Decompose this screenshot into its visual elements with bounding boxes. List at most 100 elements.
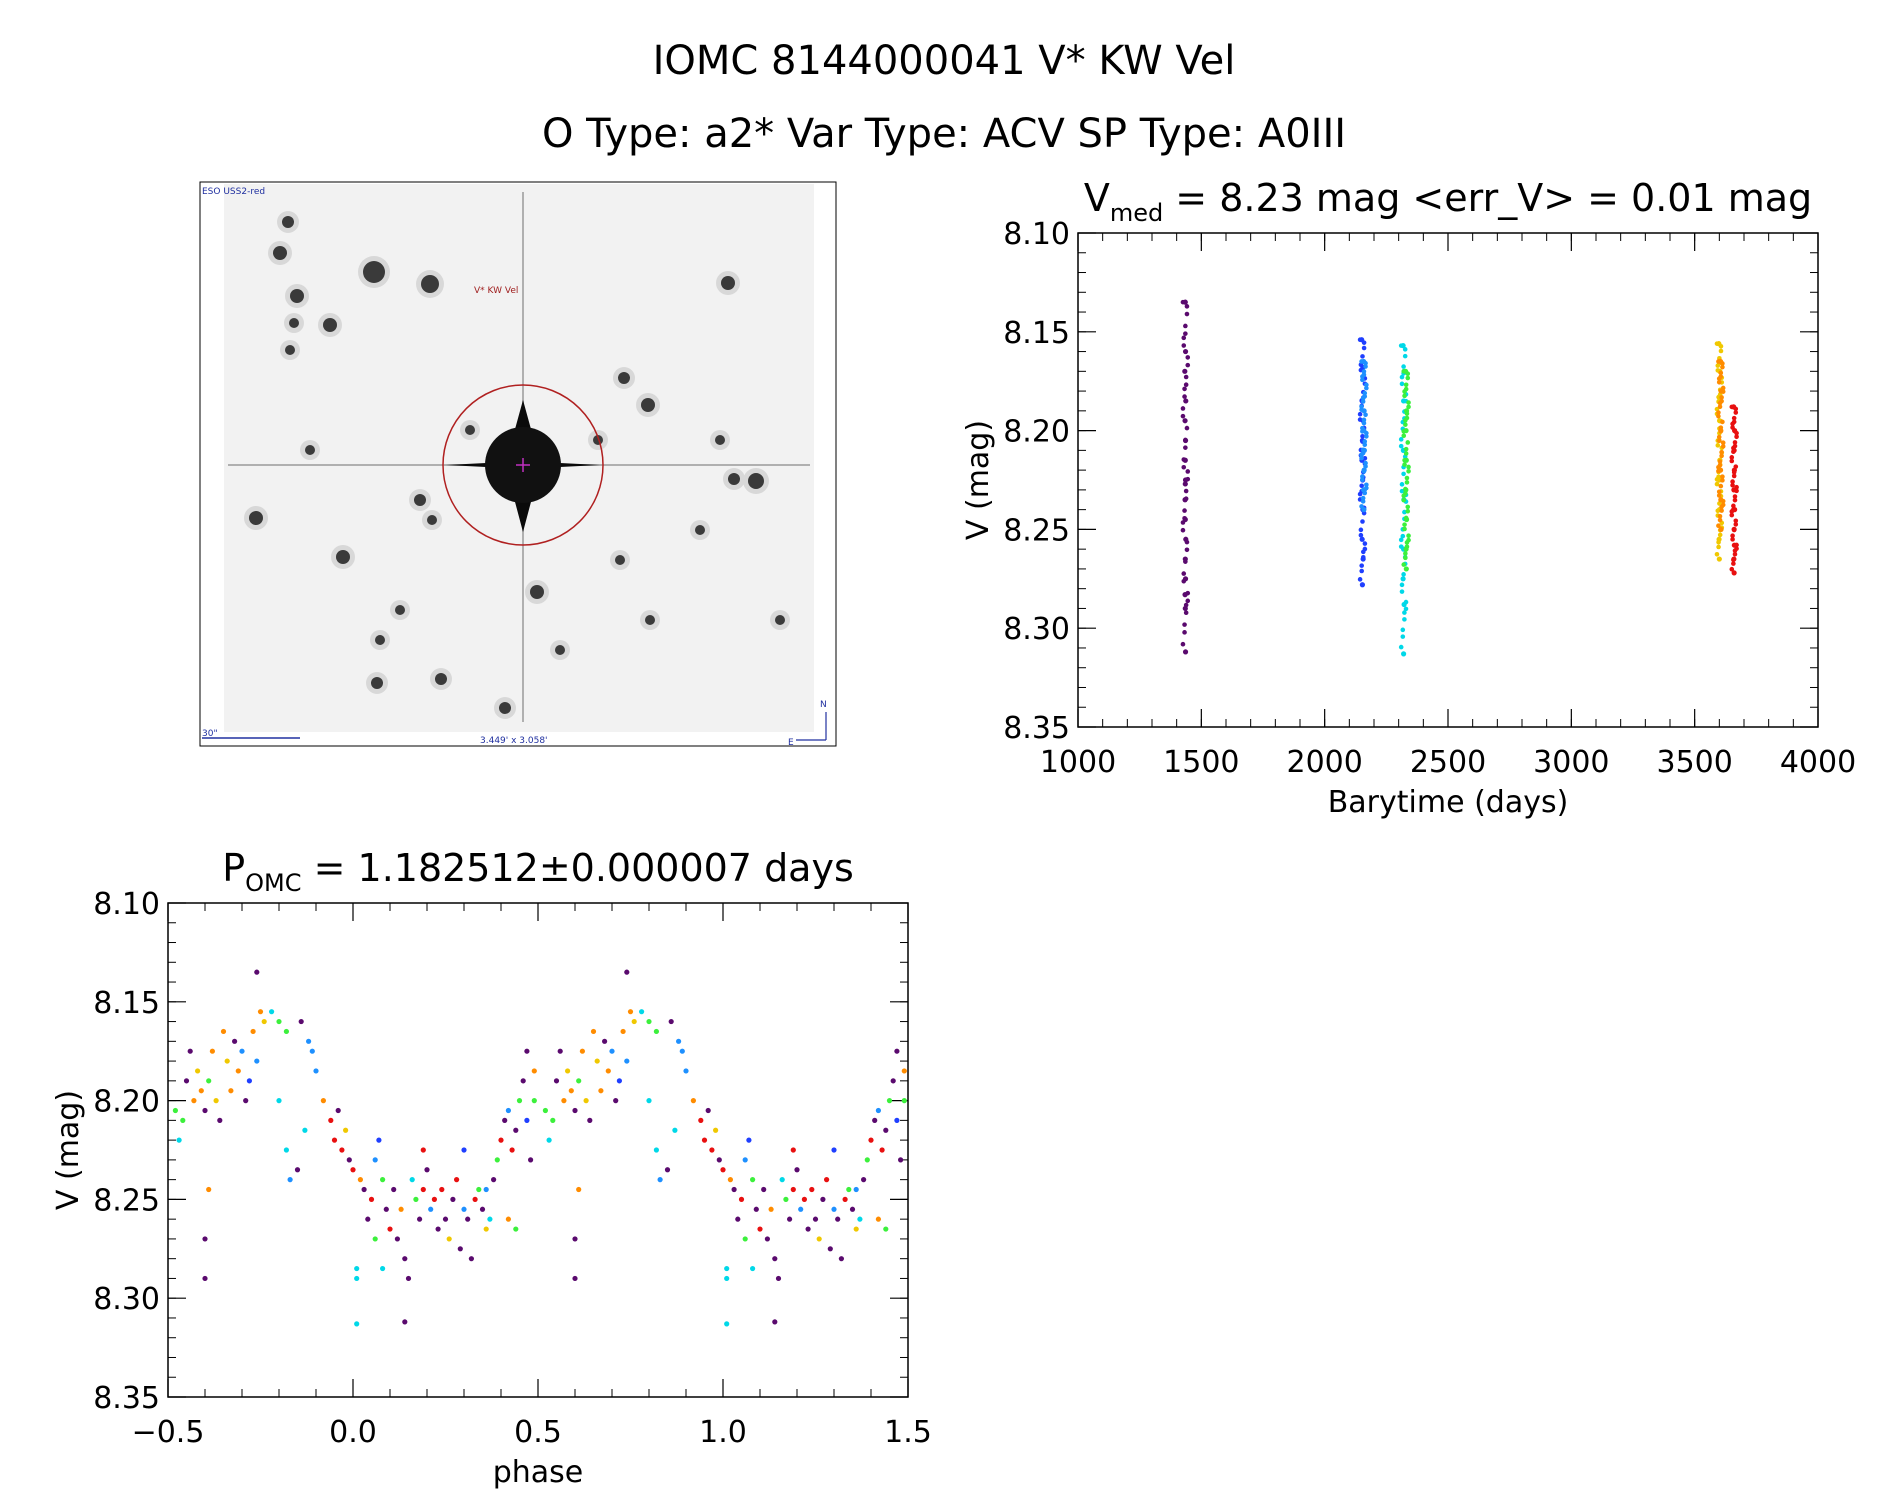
data-point — [602, 1038, 608, 1044]
data-point — [901, 1068, 907, 1074]
y-tick-label: 8.15 — [1003, 316, 1070, 351]
data-point — [1359, 536, 1365, 542]
data-point — [831, 1147, 837, 1153]
data-point — [1729, 404, 1735, 410]
data-point — [738, 1196, 745, 1202]
data-point — [483, 1226, 489, 1232]
data-point — [528, 1157, 534, 1163]
data-point — [442, 1216, 449, 1222]
data-point — [1719, 508, 1724, 513]
data-point — [898, 1157, 904, 1163]
data-point — [209, 1048, 215, 1054]
y-tick-label: 8.10 — [1003, 217, 1070, 252]
data-point — [491, 1177, 497, 1183]
data-point — [313, 1068, 319, 1074]
data-point — [653, 1028, 660, 1035]
data-point — [798, 1206, 804, 1212]
x-tick-label: 2500 — [1410, 745, 1486, 780]
data-point — [1405, 371, 1411, 376]
data-point — [1360, 499, 1366, 504]
data-point — [1180, 527, 1186, 533]
data-point — [1720, 389, 1726, 394]
data-point — [1183, 437, 1188, 443]
chart-title: Vmed = 8.23 mag <err_V> = 0.01 mag — [1084, 176, 1812, 227]
data-point — [450, 1196, 456, 1202]
data-point — [1403, 451, 1409, 456]
y-tick-label: 8.20 — [1003, 415, 1070, 450]
data-point — [1183, 323, 1188, 329]
data-point — [1403, 422, 1408, 427]
data-point — [772, 1319, 778, 1325]
data-point — [646, 1018, 652, 1025]
data-point — [391, 1186, 397, 1193]
field-star — [427, 515, 437, 525]
data-point — [376, 1137, 382, 1143]
y-tick-label: 8.20 — [93, 1085, 160, 1120]
data-point — [368, 1196, 375, 1202]
data-point — [398, 1206, 404, 1212]
data-point — [1182, 516, 1187, 521]
data-point — [1399, 381, 1405, 387]
data-point — [1182, 508, 1187, 513]
data-point — [331, 1137, 338, 1143]
field-star — [305, 445, 315, 455]
data-point — [1183, 610, 1189, 616]
data-point — [1357, 417, 1363, 422]
data-point — [1402, 522, 1407, 527]
data-point — [742, 1157, 748, 1163]
data-point — [269, 1009, 275, 1015]
y-tick-label: 8.35 — [1003, 711, 1070, 746]
data-point — [1363, 412, 1368, 418]
data-point — [1398, 443, 1404, 449]
data-point — [294, 1167, 301, 1173]
data-point — [1401, 369, 1407, 374]
data-point — [838, 1256, 845, 1262]
data-point — [1734, 488, 1739, 494]
data-point — [1180, 406, 1186, 411]
data-point — [372, 1157, 378, 1163]
data-point — [1182, 622, 1187, 627]
data-point — [1716, 434, 1722, 440]
data-point — [1734, 434, 1739, 440]
data-point — [1357, 491, 1363, 497]
data-point — [1402, 389, 1407, 394]
data-point — [461, 1147, 467, 1153]
data-point — [298, 1018, 304, 1025]
data-point — [472, 1196, 478, 1202]
data-point — [1402, 353, 1408, 359]
field-star — [499, 702, 511, 714]
data-point — [235, 1068, 241, 1074]
data-point — [1185, 355, 1191, 360]
field-star — [323, 318, 337, 332]
data-point — [1405, 508, 1411, 514]
data-point — [335, 1107, 341, 1114]
data-point — [531, 1098, 537, 1104]
data-point — [365, 1216, 371, 1222]
data-point — [590, 1028, 597, 1035]
data-point — [761, 1186, 767, 1193]
data-point — [468, 1256, 474, 1262]
data-point — [1361, 340, 1367, 345]
data-point — [1716, 376, 1722, 381]
data-point — [1402, 457, 1407, 463]
field-star — [435, 673, 447, 685]
field-star — [273, 246, 287, 260]
data-point — [1718, 526, 1724, 533]
data-point — [801, 1196, 808, 1202]
data-point — [1403, 446, 1409, 452]
data-point — [1401, 493, 1407, 499]
data-point — [620, 1028, 626, 1035]
data-point — [1731, 503, 1736, 509]
x-tick-label: 1.0 — [699, 1415, 747, 1450]
data-point — [868, 1137, 874, 1143]
data-point — [1719, 449, 1724, 455]
data-point — [228, 1088, 234, 1094]
data-point — [372, 1236, 378, 1242]
data-point — [524, 1117, 530, 1123]
data-point — [1732, 497, 1738, 503]
data-point — [1716, 438, 1722, 444]
data-point — [1185, 598, 1191, 604]
data-point — [1363, 464, 1368, 469]
data-point — [1734, 430, 1739, 436]
